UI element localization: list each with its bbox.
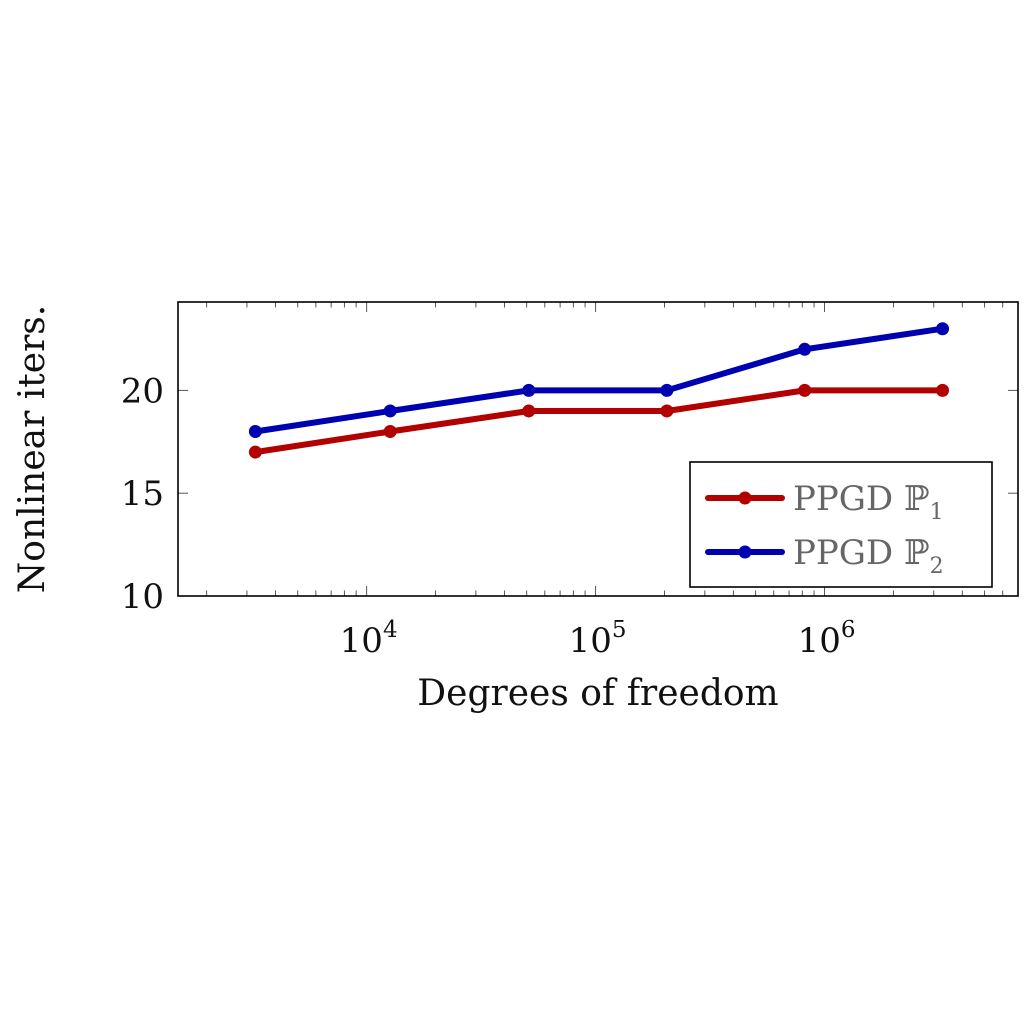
x-tick-label: 106 [798, 617, 856, 661]
series-2-point [383, 404, 397, 418]
series-1-point [522, 404, 536, 418]
legend-marker-1 [738, 491, 752, 505]
y-tick-label: 10 [121, 577, 164, 617]
series-2-point [660, 383, 674, 397]
series-2-point [936, 322, 950, 336]
series-2-point [798, 342, 812, 356]
series-1-point [248, 445, 262, 459]
series-2-point [248, 425, 262, 439]
legend: PPGD ℙ1 PPGD ℙ2 [689, 461, 993, 588]
series-1-point [383, 425, 397, 439]
series-line-1 [252, 387, 946, 456]
series-1-point [798, 383, 812, 397]
legend-box [689, 461, 993, 588]
y-tick-label: 15 [121, 474, 164, 514]
x-axis-label: Degrees of freedom [417, 673, 778, 714]
series-2-point [522, 383, 536, 397]
series-line-2 [252, 325, 946, 435]
series-1-point [936, 383, 950, 397]
legend-label-2: PPGD ℙ2 [793, 533, 944, 579]
legend-marker-2 [738, 545, 752, 559]
y-axis-label: Nonlinear iters. [12, 305, 53, 593]
x-tick-label: 105 [569, 617, 627, 661]
tick-labels: 10 15 20 104 105 106 [121, 371, 856, 661]
plot-frame [177, 301, 1019, 597]
axis-ticks [178, 302, 1019, 597]
x-tick-label: 104 [340, 617, 398, 661]
series-1-point [660, 404, 674, 418]
series-layer [248, 322, 950, 459]
legend-label-1: PPGD ℙ1 [793, 479, 944, 525]
y-tick-label: 20 [121, 371, 164, 411]
